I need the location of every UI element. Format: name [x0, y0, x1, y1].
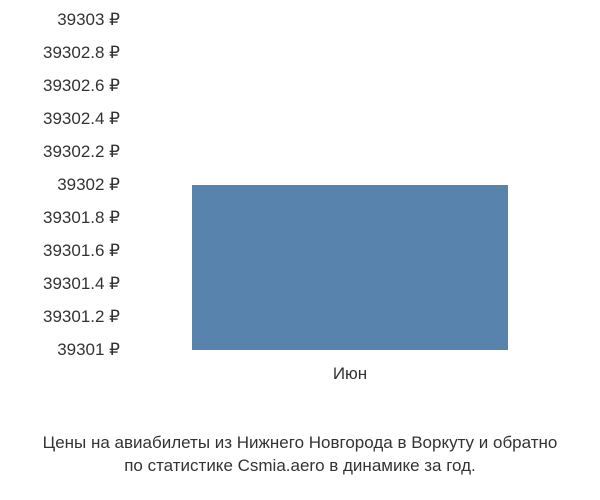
y-tick-label: 39303 ₽ [57, 10, 120, 30]
y-tick-label: 39302.4 ₽ [43, 109, 120, 129]
caption-line-1: Цены на авиабилеты из Нижнего Новгорода … [43, 433, 558, 452]
y-tick-label: 39302 ₽ [57, 175, 120, 195]
y-tick-label: 39301.8 ₽ [43, 208, 120, 228]
bar [192, 185, 509, 350]
price-chart: 39303 ₽39302.8 ₽39302.6 ₽39302.4 ₽39302.… [0, 20, 600, 420]
caption-line-2: по статистике Csmia.aero в динамике за г… [124, 456, 476, 475]
y-tick-label: 39302.8 ₽ [43, 43, 120, 63]
chart-caption: Цены на авиабилеты из Нижнего Новгорода … [0, 432, 600, 478]
plot-area: Июн [130, 20, 570, 350]
y-tick-label: 39302.2 ₽ [43, 142, 120, 162]
y-tick-label: 39302.6 ₽ [43, 76, 120, 96]
y-tick-label: 39301.4 ₽ [43, 274, 120, 294]
x-axis-label: Июн [333, 364, 367, 384]
y-tick-label: 39301.2 ₽ [43, 307, 120, 327]
y-axis: 39303 ₽39302.8 ₽39302.6 ₽39302.4 ₽39302.… [0, 20, 125, 350]
y-tick-label: 39301 ₽ [57, 340, 120, 360]
y-tick-label: 39301.6 ₽ [43, 241, 120, 261]
